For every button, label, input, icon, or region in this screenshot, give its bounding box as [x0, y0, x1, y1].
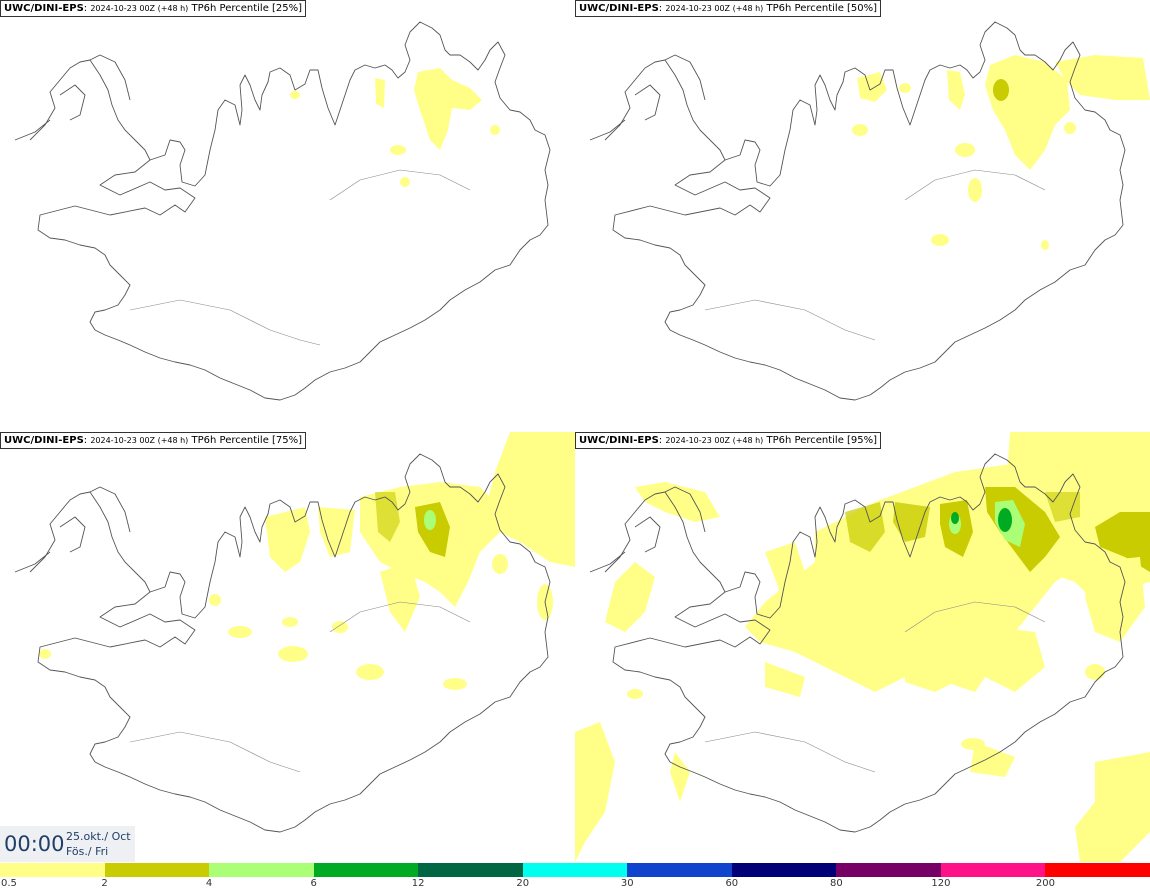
- run-time: 2024-10-23 00Z (+48 h): [665, 4, 764, 13]
- product-label: TP6h Percentile [75%]: [191, 435, 303, 446]
- product-label: TP6h Percentile [95%]: [766, 435, 878, 446]
- model-name: UWC/DINI-EPS: [579, 435, 659, 446]
- map-panel-p50: UWC/DINI-EPS: 2024-10-23 00Z (+48 h) TP6…: [575, 0, 1150, 430]
- valid-time-box: 00:00 25.okt./ Oct Fös./ Fri: [0, 826, 135, 862]
- colorbar-segment: [731, 863, 837, 877]
- colorbar-segment: [522, 863, 628, 877]
- run-time: 2024-10-23 00Z (+48 h): [90, 4, 189, 13]
- precip-areas: [852, 55, 1150, 250]
- colorbar-segment: [0, 863, 105, 877]
- run-time: 2024-10-23 00Z (+48 h): [90, 436, 189, 445]
- colorbar-tick-label: 6: [310, 878, 317, 889]
- colorbar-tick-label: 12: [411, 878, 425, 889]
- colorbar-ticks: 0.5 2 4 6 12 20 30 60 80 120 200: [0, 877, 1150, 891]
- run-time: 2024-10-23 00Z (+48 h): [665, 436, 764, 445]
- iceland-map: [14, 432, 575, 833]
- precip-colorbar: [0, 863, 1150, 877]
- colorbar-segment: [940, 863, 1046, 877]
- colorbar-tick-label: 120: [931, 878, 951, 889]
- colorbar-segment: [104, 863, 210, 877]
- colorbar-tick-label: 60: [725, 878, 739, 889]
- colorbar-tick-label: 4: [205, 878, 213, 889]
- iceland-map: [575, 432, 1150, 862]
- map-panel-p25: UWC/DINI-EPS: 2024-10-23 00Z (+48 h) TP6…: [0, 0, 575, 430]
- colorbar-tick-label: 80: [829, 878, 843, 889]
- precip-areas: [39, 432, 575, 690]
- valid-date: 25.okt./ Oct: [66, 830, 131, 843]
- precip-areas: [575, 432, 1150, 862]
- valid-time: 00:00: [4, 832, 65, 856]
- colorbar-tick-label: 2: [101, 878, 108, 889]
- iceland-map: [589, 21, 1150, 401]
- panel-title: UWC/DINI-EPS: 2024-10-23 00Z (+48 h) TP6…: [0, 432, 307, 449]
- model-name: UWC/DINI-EPS: [4, 3, 84, 14]
- panel-title: UWC/DINI-EPS: 2024-10-23 00Z (+48 h) TP6…: [575, 432, 882, 449]
- colorbar-tick-label: 200: [1035, 878, 1055, 889]
- panel-title: UWC/DINI-EPS: 2024-10-23 00Z (+48 h) TP6…: [575, 0, 882, 17]
- product-label: TP6h Percentile [50%]: [766, 3, 878, 14]
- product-label: TP6h Percentile [25%]: [191, 3, 303, 14]
- map-panel-p75: UWC/DINI-EPS: 2024-10-23 00Z (+48 h) TP6…: [0, 432, 575, 862]
- colorbar-segment: [418, 863, 523, 877]
- colorbar-segment: [836, 863, 941, 877]
- colorbar-segment: [1045, 863, 1150, 877]
- precip-areas: [290, 68, 500, 187]
- colorbar-segment: [627, 863, 732, 877]
- colorbar-segment: [313, 863, 419, 877]
- colorbar-tick-label: 0.5: [1, 878, 17, 889]
- colorbar-segment: [209, 863, 314, 877]
- panel-title: UWC/DINI-EPS: 2024-10-23 00Z (+48 h) TP6…: [0, 0, 307, 17]
- colorbar-tick-label: 30: [620, 878, 634, 889]
- map-panel-p95: UWC/DINI-EPS: 2024-10-23 00Z (+48 h) TP6…: [575, 432, 1150, 862]
- iceland-map: [14, 21, 551, 401]
- valid-weekday: Fös./ Fri: [66, 845, 109, 858]
- model-name: UWC/DINI-EPS: [579, 3, 659, 14]
- model-name: UWC/DINI-EPS: [4, 435, 84, 446]
- colorbar-tick-label: 20: [516, 878, 530, 889]
